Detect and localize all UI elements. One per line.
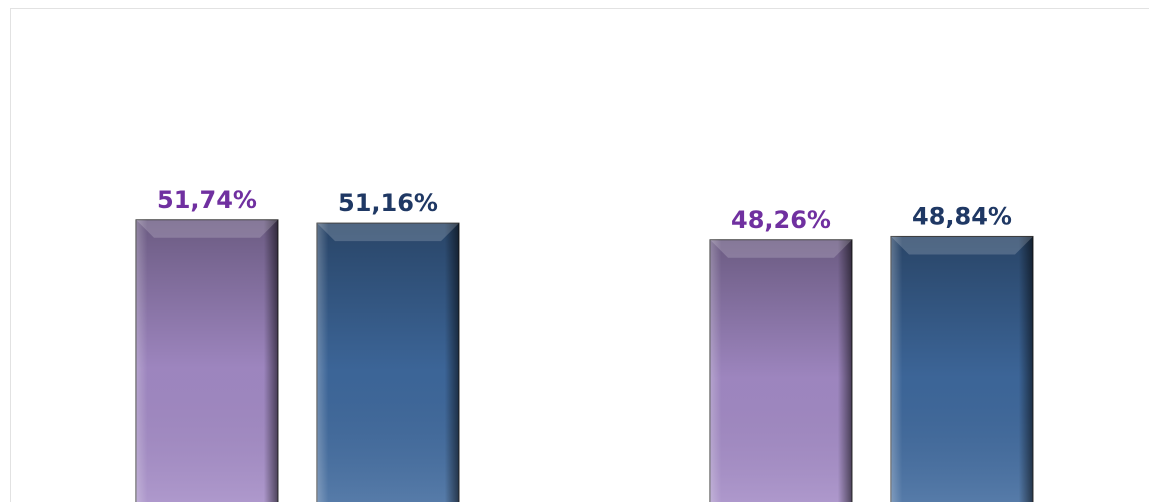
bar-bevel <box>710 239 852 502</box>
bar-bevel <box>136 219 278 502</box>
bar-bevel <box>317 223 459 502</box>
bar-top-bevel <box>710 239 852 258</box>
value-label: 51,16% <box>338 189 438 217</box>
value-label: 48,84% <box>912 202 1012 230</box>
bar-bevel <box>891 236 1033 502</box>
chart-frame <box>10 8 1149 502</box>
value-label: 48,26% <box>731 206 831 234</box>
bar-top-bevel <box>891 236 1033 255</box>
bar-top-bevel <box>136 219 278 238</box>
value-label: 51,74% <box>157 186 257 214</box>
bar-top-bevel <box>317 223 459 242</box>
